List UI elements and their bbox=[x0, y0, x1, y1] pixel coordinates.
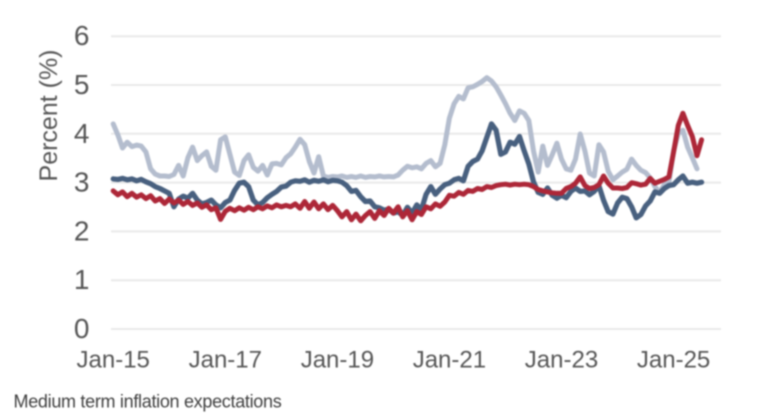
svg-text:Jan-19: Jan-19 bbox=[301, 347, 374, 374]
svg-text:1: 1 bbox=[74, 264, 90, 295]
svg-text:Jan-17: Jan-17 bbox=[189, 347, 262, 374]
svg-text:Jan-25: Jan-25 bbox=[637, 347, 710, 374]
svg-text:Medium term inflation expectat: Medium term inflation expectations bbox=[14, 392, 282, 412]
svg-text:3: 3 bbox=[74, 167, 90, 198]
svg-text:4: 4 bbox=[74, 118, 90, 149]
svg-text:Jan-15: Jan-15 bbox=[77, 347, 150, 374]
svg-text:0: 0 bbox=[74, 313, 90, 344]
svg-text:6: 6 bbox=[74, 20, 90, 51]
svg-text:Jan-23: Jan-23 bbox=[525, 347, 598, 374]
svg-text:Percent (%): Percent (%) bbox=[35, 50, 63, 182]
svg-text:2: 2 bbox=[74, 215, 90, 246]
svg-text:5: 5 bbox=[74, 69, 90, 100]
svg-text:Jan-21: Jan-21 bbox=[413, 347, 486, 374]
